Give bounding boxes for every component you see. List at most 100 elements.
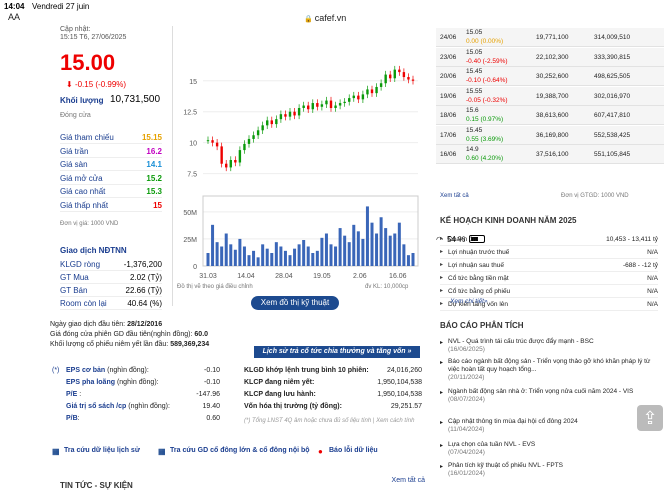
candle-body bbox=[366, 89, 369, 95]
history-row[interactable]: 17/06 15.45 0.55 (3.69%) 36,169,800 552,538,… bbox=[436, 125, 664, 145]
analysis-link[interactable]: Ngành bất động sản nhà ở: Triển vọng nửa… bbox=[448, 388, 634, 395]
volume-bar bbox=[283, 250, 287, 266]
volume-bar bbox=[388, 235, 392, 266]
foreign-value: 22.66 (Tỷ) bbox=[125, 286, 162, 295]
history-change: 0.00 (0.00%) bbox=[466, 38, 504, 45]
eps-label: EPS cơ bản (nghìn đồng): bbox=[66, 367, 149, 374]
analysis-link[interactable]: NVL - Quá trình tái cấu trúc được đẩy mạ… bbox=[448, 338, 594, 345]
volume-bar bbox=[220, 246, 224, 266]
stat-label: Giá thấp nhất bbox=[60, 200, 109, 210]
candle-body bbox=[288, 111, 292, 117]
info-first-close: Giá đóng cửa phiên GD đầu tiên(nghìn đồn… bbox=[50, 331, 425, 341]
candle-body bbox=[393, 69, 396, 79]
report-error-link[interactable]: Báo lỗi dữ liệu bbox=[329, 447, 378, 454]
bullet-icon: ▸ bbox=[440, 340, 444, 346]
price-stat-row: Giá mở cửa 15.2 bbox=[60, 173, 162, 185]
price-stat-row: Giá tham chiếu 15.15 bbox=[60, 132, 162, 144]
volume-bar bbox=[242, 246, 246, 266]
history-price: 15.45 bbox=[466, 126, 483, 134]
history-value: 333,390,815 bbox=[594, 53, 631, 61]
volume-bar bbox=[315, 250, 319, 266]
news-view-all-link[interactable]: Xem tất cả bbox=[391, 477, 425, 484]
analysis-text: Lựa chọn của tuần NVL - EVS (07/04/2024) bbox=[448, 441, 660, 457]
candle-body bbox=[243, 143, 246, 151]
price-chart[interactable]: 15 12.5 10 7.5 50M 25M 0 31.03 14.04 28.04 19.05 2.… bbox=[172, 26, 422, 310]
candle-body bbox=[357, 95, 360, 100]
volume-bar bbox=[343, 235, 347, 266]
candle-body bbox=[379, 83, 383, 87]
candle-body bbox=[407, 77, 410, 80]
eps-label: P/B: bbox=[66, 415, 80, 422]
analysis-link[interactable]: Phân tích kỹ thuật cổ phiếu NVL - FPTS bbox=[448, 462, 564, 469]
plan-row: ▸ Cổ tức bằng tiền mặt N/A bbox=[440, 273, 658, 285]
history-row[interactable]: 20/06 15.45 -0.10 (-0.64%) 30,252,600 498,62… bbox=[436, 67, 664, 86]
volume-label: KLCP đang niêm yết: bbox=[244, 379, 315, 386]
candle-body bbox=[411, 79, 415, 81]
history-view-all-link[interactable]: Xem tất cả bbox=[440, 193, 469, 199]
history-change: 0.55 (3.69%) bbox=[466, 135, 504, 143]
analysis-link[interactable]: Cập nhật thông tin mùa đại hội cổ đông 2… bbox=[448, 418, 578, 425]
history-price: 15.6 bbox=[466, 107, 479, 114]
volume-label: Khối lượng bbox=[60, 96, 104, 105]
plan-detail-link[interactable]: Xem chi tiết» bbox=[450, 298, 488, 305]
analysis-text: Cập nhật thông tin mùa đại hội cổ đông 2… bbox=[448, 418, 660, 434]
volume-frame bbox=[202, 195, 419, 267]
volume-bar bbox=[233, 249, 237, 266]
analysis-link[interactable]: Lựa chọn của tuần NVL - EVS bbox=[448, 441, 536, 448]
volume-value: 29,251.57 bbox=[390, 403, 422, 410]
analysis-text: Phân tích kỹ thuật cổ phiếu NVL - FPTS (1… bbox=[448, 462, 660, 478]
address-field[interactable]: 🔒 cafef.vn bbox=[304, 13, 346, 23]
history-price: 15.05 bbox=[466, 48, 483, 56]
grid-icon: ▦ bbox=[52, 447, 60, 456]
info-value: 589,369,234 bbox=[170, 341, 210, 348]
history-value: 302,016,970 bbox=[594, 92, 631, 100]
eps-row: EPS pha loãng (nghìn đồng): -0.10 bbox=[50, 378, 240, 390]
candle-body bbox=[398, 69, 401, 73]
foreign-label: GT Bán bbox=[60, 286, 88, 295]
eps-value: 0.60 bbox=[206, 415, 220, 422]
candle-body bbox=[252, 135, 255, 139]
history-volume: 19,388,700 bbox=[536, 92, 569, 100]
foreign-value: 40.64 (%) bbox=[127, 299, 162, 308]
volume-table: KLGD khớp lệnh trung bình 10 phiên: 24,01… bbox=[244, 366, 422, 414]
history-row[interactable]: 23/06 15.05 -0.40 (-2.59%) 22,102,300 333,39… bbox=[436, 47, 664, 67]
volume-bar bbox=[402, 244, 406, 266]
candle-body bbox=[215, 142, 219, 147]
volume-bar bbox=[406, 255, 410, 266]
dividend-history-link[interactable]: Lịch sử trả cổ tức chia thưởng và tăng v… bbox=[254, 346, 420, 358]
plan-value: N/A bbox=[647, 288, 658, 295]
plan-value: N/A bbox=[647, 301, 658, 308]
volume-bar bbox=[274, 242, 278, 266]
volume-bar bbox=[206, 253, 210, 266]
price-tick-label: 12.5 bbox=[183, 110, 197, 117]
history-lookup-link[interactable]: Tra cứu dữ liệu lịch sử bbox=[64, 447, 140, 454]
volume-bar bbox=[347, 242, 351, 266]
volume-tick-label: 25M bbox=[183, 237, 197, 244]
volume-label: KLCP đang lưu hành: bbox=[244, 391, 316, 398]
volume-bar bbox=[270, 253, 274, 266]
scroll-to-top-button[interactable]: ⇪ bbox=[637, 405, 663, 431]
info-first-date: Ngày giao dịch đầu tiên: 28/12/2016 bbox=[50, 321, 425, 331]
status-bar: 14:04 Vendredi 27 juin ◠ 54 % bbox=[0, 0, 666, 244]
reader-settings-button[interactable]: AA bbox=[8, 12, 21, 22]
foreign-row: GT Bán 22.66 (Tỷ) bbox=[60, 284, 162, 297]
technical-chart-button[interactable]: Xem đồ thị kỹ thuật bbox=[251, 296, 339, 310]
history-row[interactable]: 16/06 14.9 0.60 (4.20%) 37,516,100 551,105,8… bbox=[436, 145, 664, 164]
volume-bar bbox=[352, 224, 356, 266]
market-status: Đóng cửa bbox=[60, 112, 91, 119]
analysis-link[interactable]: Báo cáo ngành bất động sản - Triển vọng … bbox=[448, 358, 651, 373]
volume-row: KLCP đang lưu hành: 1,950,104,538 bbox=[244, 390, 422, 402]
clock: 14:04 bbox=[4, 2, 25, 11]
bullet-icon: ▸ bbox=[440, 464, 444, 470]
shareholder-lookup-link[interactable]: Tra cứu GD cổ đông lớn & cổ đông nội bộ bbox=[170, 447, 310, 454]
price-stat-row: Giá cao nhất 15.3 bbox=[60, 186, 162, 198]
volume-bar bbox=[306, 246, 310, 266]
history-row[interactable]: 19/06 15.55 -0.05 (-0.32%) 19,388,700 302,01… bbox=[436, 86, 664, 106]
eps-label-name: EPS pha loãng bbox=[66, 379, 116, 386]
volume-bar bbox=[356, 231, 360, 266]
history-row[interactable]: 18/06 15.6 0.15 (0.97%) 38,613,600 607,417,8… bbox=[436, 106, 664, 125]
history-row[interactable]: 24/06 15.05 0.00 (0.00%) 19,771,100 314,009,… bbox=[436, 28, 664, 47]
price-stat-row: Giá thấp nhất 15 bbox=[60, 200, 162, 212]
history-volume: 36,169,800 bbox=[536, 131, 569, 139]
candle-body bbox=[370, 89, 374, 94]
